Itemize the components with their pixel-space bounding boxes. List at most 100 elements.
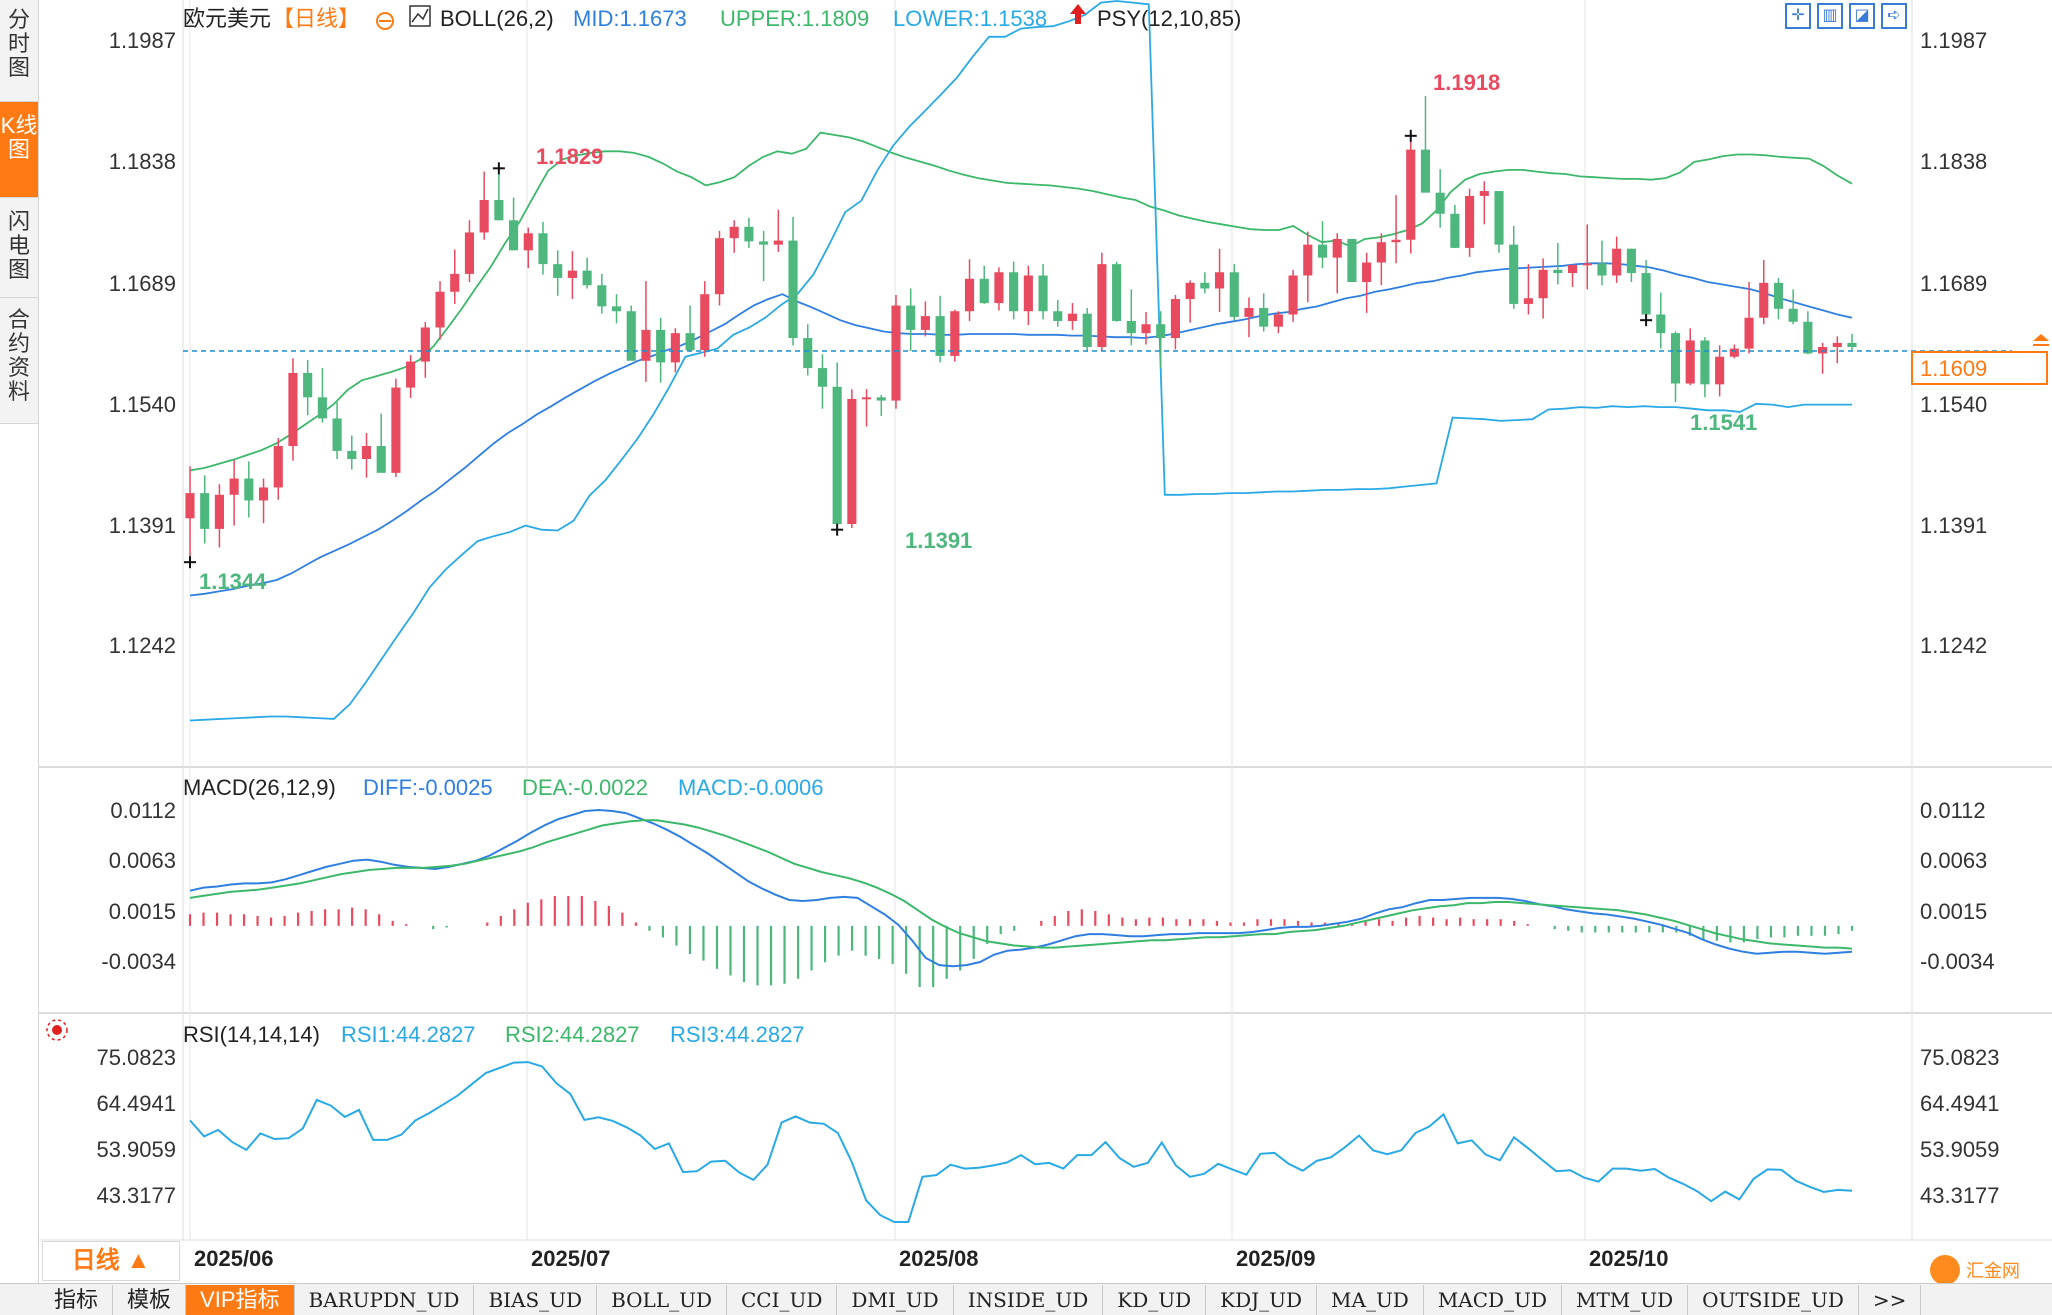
candle-body (729, 226, 739, 239)
tab-contract-info[interactable]: 合约资料 (0, 298, 38, 424)
candle (1097, 252, 1107, 352)
candle (1700, 337, 1710, 398)
tab-indicators[interactable]: 指标 (40, 1284, 114, 1315)
price-pane[interactable] (183, 0, 2012, 722)
more-tabs-button[interactable]: >> (1859, 1284, 1922, 1315)
tab-dmi-ud[interactable]: DMI_UD (837, 1284, 954, 1315)
candle (1494, 191, 1504, 253)
candle-body (1214, 272, 1225, 289)
export-icon[interactable]: ➪ (1881, 3, 1907, 29)
candle (656, 317, 666, 383)
candle-body (1038, 275, 1048, 312)
settings-icon[interactable] (376, 12, 394, 30)
chart-icon[interactable]: ◪ (1849, 3, 1875, 29)
candle (1053, 299, 1063, 327)
tab-barupdn-ud[interactable]: BARUPDN_UD (295, 1284, 475, 1315)
candle (553, 250, 563, 296)
candlesticks (184, 96, 1857, 569)
rsi-axis-label-right: 75.0823 (1920, 1045, 2000, 1070)
candle (1612, 236, 1622, 283)
candle (641, 281, 651, 382)
candle (1273, 311, 1283, 334)
crosshair-icon[interactable]: ✛ (1785, 3, 1811, 29)
candle (420, 321, 430, 378)
candle (464, 220, 475, 282)
macd-dea-value: DEA:-0.0022 (522, 775, 648, 800)
candle-body (950, 311, 960, 356)
candle (950, 309, 960, 362)
tab-bias-ud[interactable]: BIAS_UD (474, 1284, 598, 1315)
candle-body (288, 372, 298, 447)
candle-body (1229, 272, 1239, 317)
candle-body (1818, 346, 1828, 354)
price-axis-label-left: 1.1838 (109, 149, 176, 174)
price-axis-label-right: 1.1540 (1920, 392, 1987, 417)
macd-histogram (188, 896, 1854, 988)
candle-body (1170, 299, 1180, 339)
tab-mtm-ud[interactable]: MTM_UD (1562, 1284, 1689, 1315)
tab-outside-ud[interactable]: OUTSIDE_UD (1688, 1284, 1859, 1315)
tab-timeshare[interactable]: 分时图 (0, 0, 38, 102)
candle-body (847, 398, 857, 524)
date-axis-label: 2025/08 (899, 1246, 979, 1271)
tab-templates[interactable]: 模板 (113, 1284, 187, 1315)
candle (1332, 233, 1342, 294)
candle (347, 435, 357, 470)
tab-macd-ud[interactable]: MACD_UD (1424, 1284, 1562, 1315)
candle-body (817, 368, 828, 387)
candle-body (1788, 308, 1798, 322)
macd-pane[interactable] (188, 808, 1854, 988)
rsi3-value: RSI3:44.2827 (670, 1022, 805, 1047)
candle (185, 466, 195, 563)
tab-inside-ud[interactable]: INSIDE_UD (954, 1284, 1104, 1315)
tab-cci-ud[interactable]: CCI_UD (727, 1284, 838, 1315)
boll-indicator-icon[interactable] (409, 5, 431, 27)
tab-kline[interactable]: K线图 (0, 102, 38, 198)
tab-ma-ud[interactable]: MA_UD (1317, 1284, 1424, 1315)
rsi-axis-label-right: 43.3177 (1920, 1183, 2000, 1208)
current-price-label: 1.1609 (1920, 356, 1987, 381)
candle (1303, 231, 1313, 303)
candle (862, 389, 872, 427)
candle-body (303, 372, 313, 398)
candle-body (714, 238, 725, 295)
candle-body (744, 226, 754, 242)
boll-mid-line (189, 262, 1853, 597)
candle (1229, 264, 1239, 321)
candle-body (1715, 356, 1725, 385)
candle-body (229, 478, 239, 495)
tab-vip-indicators[interactable]: VIP指标 (186, 1284, 295, 1315)
period-selector-button[interactable]: 日线 ▲ (42, 1241, 180, 1281)
candle (1112, 261, 1122, 322)
candle (744, 217, 754, 248)
candle-body (700, 294, 710, 351)
tab-flash[interactable]: 闪电图 (0, 198, 38, 298)
rsi-pane[interactable] (189, 1061, 1853, 1223)
candle-body (994, 272, 1004, 304)
candle (1259, 293, 1269, 332)
tab-kdj-ud[interactable]: KDJ_UD (1206, 1284, 1318, 1315)
price-axis-label-left: 1.1987 (109, 28, 176, 53)
axis-labels: 1.1987 1.1987 1.1838 1.1838 1.1689 1.1689 1.15… (96, 28, 1999, 1271)
date-axis-label: 2025/09 (1236, 1246, 1316, 1271)
candle-body (862, 397, 872, 400)
candle (1185, 280, 1195, 323)
candle (1759, 260, 1769, 325)
up-arrow-icon[interactable] (1070, 4, 1086, 24)
candle-body (1273, 314, 1283, 327)
candle (994, 267, 1004, 311)
candle-body (641, 329, 651, 361)
candle (1670, 331, 1681, 403)
sun-icon[interactable] (46, 1019, 68, 1041)
tab-boll-ud[interactable]: BOLL_UD (597, 1284, 727, 1315)
candle-body (1450, 213, 1460, 248)
candle-body (1376, 242, 1386, 263)
candle (1200, 272, 1210, 294)
grid-layout-icon[interactable]: ▥ (1817, 3, 1843, 29)
rsi-label: RSI(14,14,14) (183, 1022, 320, 1047)
tab-kd-ud[interactable]: KD_UD (1103, 1284, 1207, 1315)
period-tag[interactable]: 【日线】 (272, 6, 360, 31)
candle-body (1347, 238, 1357, 282)
rsi-axis-label-left: 64.4941 (96, 1091, 176, 1116)
